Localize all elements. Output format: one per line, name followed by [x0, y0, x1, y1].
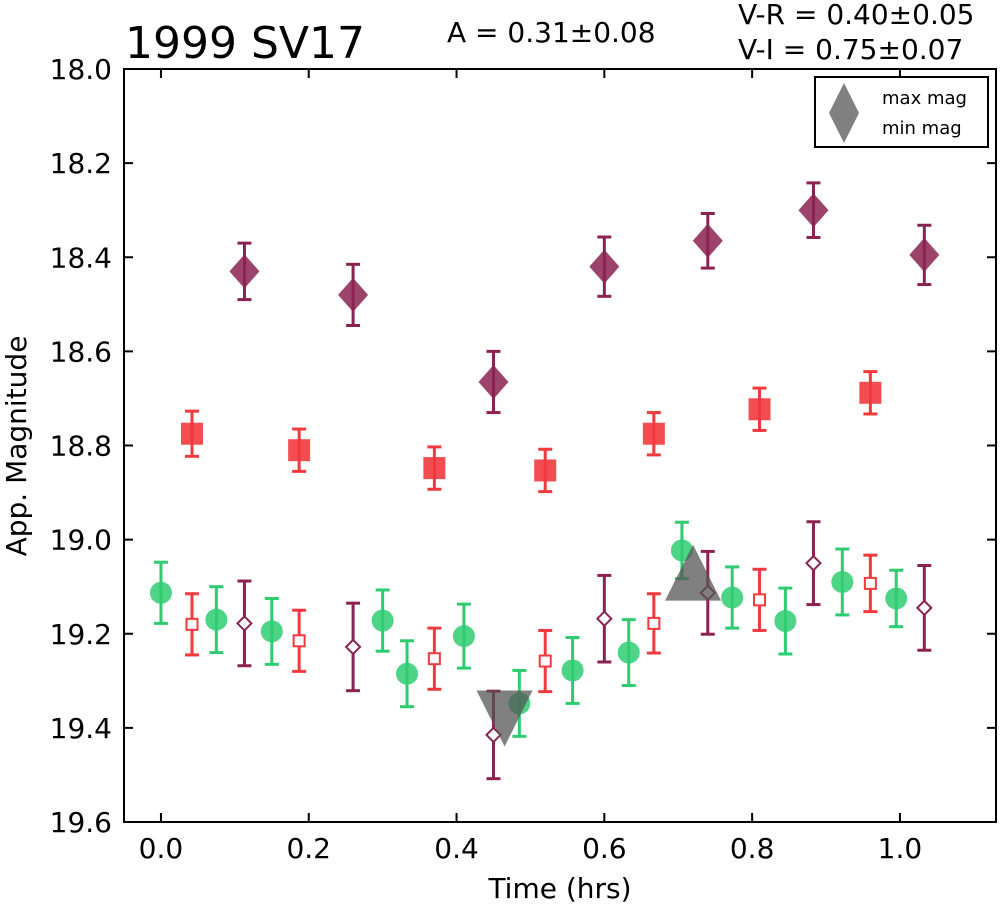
data-point-circle: [617, 641, 640, 664]
data-point-diamond: [798, 193, 829, 228]
data-point-diamond: [909, 237, 940, 272]
x-tick-label: 0.0: [139, 832, 184, 865]
data-point-circle: [260, 620, 283, 643]
data-point-circle: [721, 586, 744, 609]
legend-triangle-down-icon: [829, 113, 859, 143]
x-tick-label: 0.4: [434, 832, 479, 865]
data-point-square: [423, 457, 446, 480]
y-tick-label: 19.6: [50, 806, 112, 839]
data-point-diamond: [338, 277, 369, 312]
x-tick-label: 0.6: [582, 832, 627, 865]
max-mag-marker: [665, 544, 722, 601]
data-point-circle: [149, 581, 172, 604]
data-point-square-open: [538, 654, 552, 668]
y-axis-label: App. Magnitude: [0, 336, 33, 557]
v-i-annotation: V-I = 0.75±0.07: [738, 33, 963, 66]
x-axis-label: Time (hrs): [487, 872, 631, 904]
data-point-circle: [396, 662, 419, 685]
y-tick-label: 18.8: [50, 430, 112, 463]
data-point-circle: [205, 608, 228, 631]
data-point-square: [180, 422, 203, 445]
data-point-diamond-open: [915, 599, 933, 617]
data-point-diamond: [229, 254, 260, 289]
plot-frame: [123, 68, 997, 823]
y-tick-label: 19.2: [50, 618, 112, 651]
data-point-square-open: [292, 634, 306, 648]
y-tick-label: 18.2: [50, 147, 112, 180]
data-point-circle: [885, 587, 908, 610]
x-tick-label: 0.8: [730, 832, 775, 865]
data-point-square: [642, 422, 665, 445]
x-tick-label: 0.2: [286, 832, 331, 865]
data-point-diamond-open: [805, 554, 822, 572]
markers-layer: [149, 193, 940, 747]
data-point-square: [748, 398, 771, 421]
data-point-square-open: [647, 616, 661, 630]
data-point-square-open: [753, 593, 767, 607]
data-point-circle: [774, 610, 797, 633]
data-point-circle: [561, 659, 584, 682]
data-point-square: [288, 439, 311, 462]
data-point-diamond: [589, 249, 620, 284]
data-point-square: [859, 381, 882, 404]
v-r-annotation: V-R = 0.40±0.05: [738, 0, 974, 31]
x-tick-label: 1.0: [878, 832, 923, 865]
axis-ticks-layer: 0.0 0.2 0.4 0.6 0.8 1.0 18.0 18.2 18.4 18.6 18.8 19…: [50, 53, 996, 865]
data-point-diamond-open: [236, 614, 253, 632]
y-tick-label: 18.4: [50, 241, 112, 274]
data-point-square-open: [863, 576, 877, 590]
min-mag-marker: [476, 690, 533, 747]
data-point-square-open: [427, 652, 441, 666]
y-tick-label: 19.4: [50, 712, 112, 745]
data-point-diamond-open: [595, 610, 613, 628]
data-point-circle: [452, 625, 475, 648]
legend: max mag min mag: [814, 76, 989, 148]
data-point-square: [534, 459, 557, 482]
y-tick-label: 18.0: [50, 53, 112, 86]
amplitude-annotation: A = 0.31±0.08: [447, 16, 656, 49]
y-tick-label: 18.6: [50, 335, 112, 368]
data-point-circle: [371, 609, 394, 632]
legend-label-max: max mag: [882, 88, 967, 109]
chart-title: 1999 SV17: [125, 18, 365, 69]
legend-label-min: min mag: [882, 118, 962, 139]
data-point-square-open: [185, 617, 199, 631]
data-point-diamond-open: [344, 638, 362, 656]
data-point-circle: [831, 570, 854, 593]
data-point-diamond: [692, 223, 723, 258]
data-point-diamond: [478, 364, 509, 399]
y-tick-label: 19.0: [50, 524, 112, 557]
legend-triangle-up-icon: [829, 83, 859, 113]
